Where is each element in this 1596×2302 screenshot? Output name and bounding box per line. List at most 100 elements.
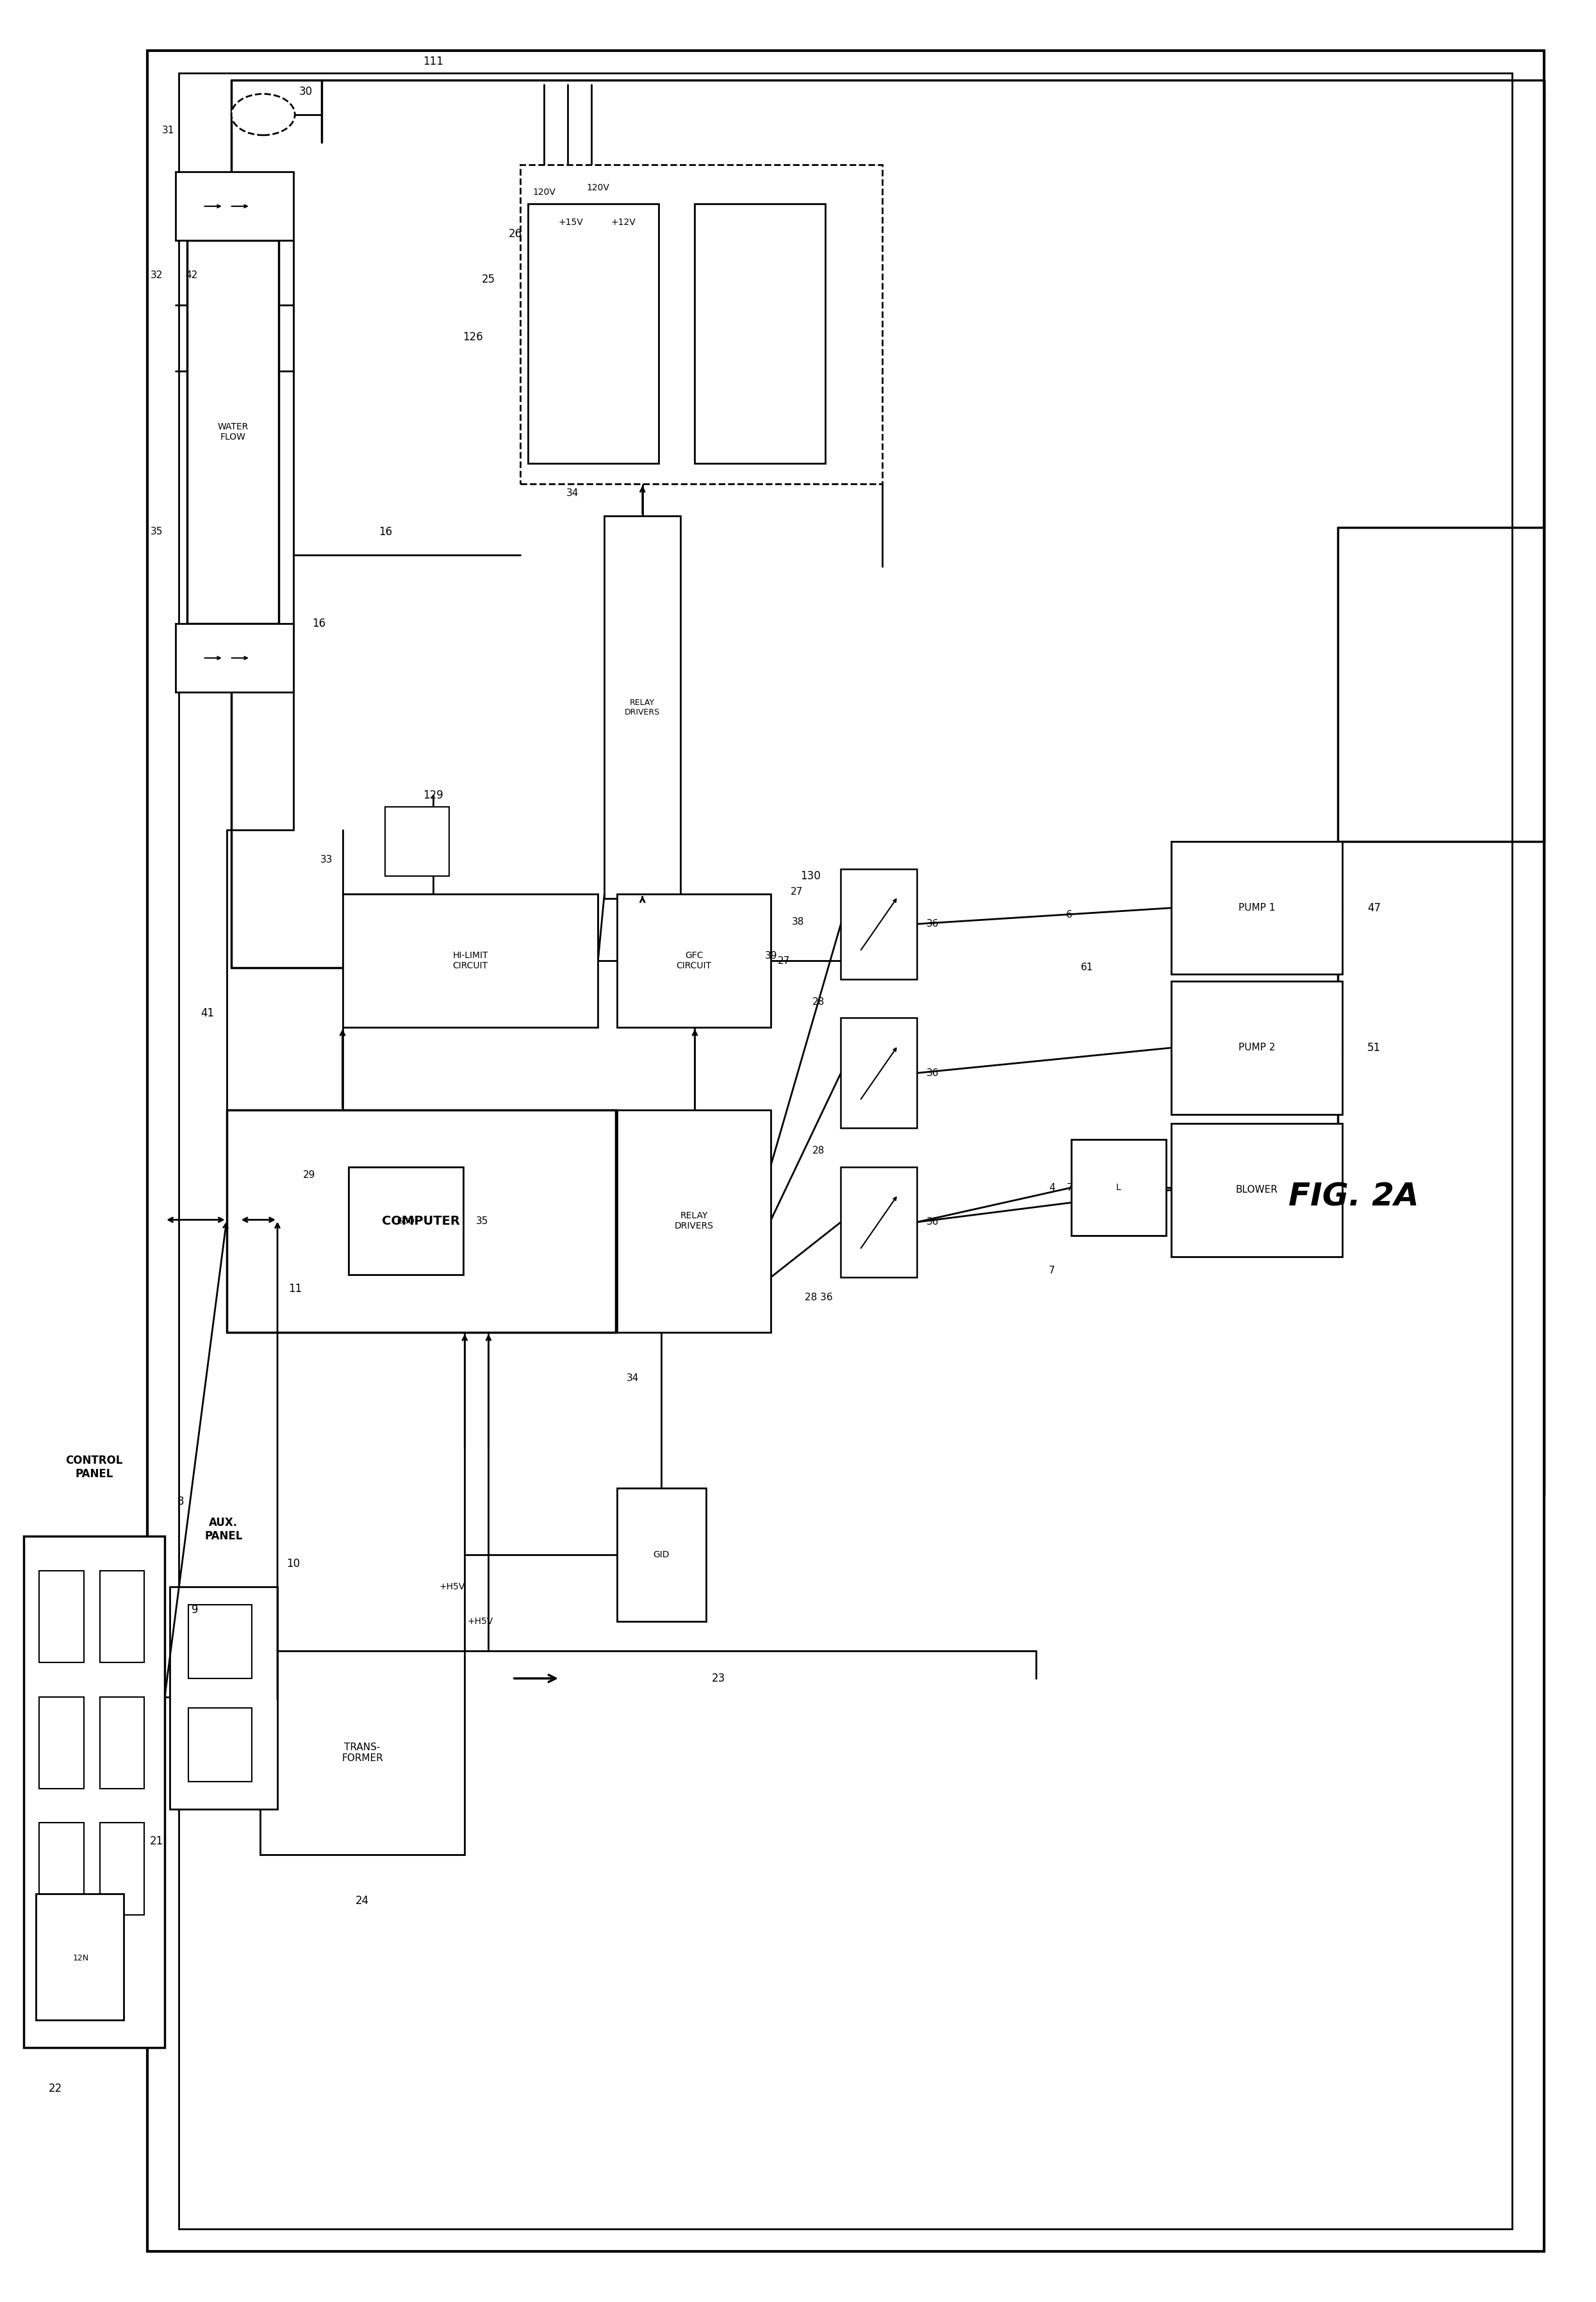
- Text: RELAY
DRIVERS: RELAY DRIVERS: [624, 698, 661, 716]
- Text: 25: 25: [482, 274, 495, 285]
- Text: 38: 38: [792, 916, 804, 925]
- Bar: [1171, 843, 1342, 974]
- Bar: [40, 1697, 85, 1789]
- Bar: [99, 1823, 144, 1915]
- Text: 16: 16: [311, 617, 326, 628]
- Text: 35: 35: [150, 527, 163, 536]
- Text: +H5V: +H5V: [439, 1581, 464, 1591]
- Text: 33: 33: [321, 854, 334, 866]
- Bar: [385, 808, 448, 875]
- Text: 31: 31: [161, 127, 174, 136]
- Text: AUX.
PANEL: AUX. PANEL: [204, 1517, 243, 1542]
- Bar: [99, 1697, 144, 1789]
- Bar: [520, 166, 883, 483]
- Bar: [618, 893, 771, 1027]
- Bar: [841, 1017, 918, 1128]
- Text: WATER
FLOW: WATER FLOW: [217, 424, 249, 442]
- Text: 34: 34: [627, 1374, 638, 1384]
- Text: 9: 9: [192, 1604, 198, 1616]
- Text: HI-LIMIT
CIRCUIT: HI-LIMIT CIRCUIT: [453, 951, 488, 971]
- Text: 28: 28: [812, 997, 825, 1006]
- Bar: [618, 1110, 771, 1333]
- Bar: [322, 92, 1543, 527]
- Text: 30: 30: [298, 85, 313, 97]
- Text: RELAY
DRIVERS: RELAY DRIVERS: [675, 1211, 713, 1232]
- Bar: [260, 1651, 464, 1855]
- Text: 7: 7: [1066, 1183, 1073, 1192]
- Bar: [188, 1604, 252, 1678]
- Text: 61: 61: [1080, 962, 1093, 971]
- Bar: [40, 1570, 85, 1662]
- Text: 6: 6: [1066, 909, 1073, 918]
- Text: CONTROL
PANEL: CONTROL PANEL: [65, 1455, 123, 1480]
- Text: 7: 7: [1049, 1266, 1055, 1275]
- Bar: [841, 1167, 918, 1278]
- Bar: [227, 1110, 616, 1333]
- Text: 26: 26: [509, 228, 522, 239]
- Text: +H5V: +H5V: [468, 1616, 493, 1625]
- Text: 129: 129: [423, 790, 444, 801]
- Bar: [694, 205, 825, 463]
- Ellipse shape: [231, 94, 295, 136]
- Text: FIG. 2A: FIG. 2A: [1288, 1181, 1419, 1213]
- Bar: [1171, 981, 1342, 1114]
- Text: 10: 10: [287, 1558, 300, 1570]
- Text: 120V: 120V: [587, 184, 610, 193]
- Bar: [99, 1570, 144, 1662]
- Text: 111: 111: [423, 55, 444, 67]
- Bar: [40, 1823, 85, 1915]
- Text: 35: 35: [476, 1215, 488, 1225]
- Text: PUMP 2: PUMP 2: [1238, 1043, 1275, 1052]
- Text: GCD: GCD: [397, 1218, 415, 1225]
- Bar: [1171, 1123, 1342, 1257]
- Text: 28: 28: [812, 1146, 825, 1156]
- Bar: [528, 205, 658, 463]
- Text: BLOWER: BLOWER: [1235, 1186, 1278, 1195]
- Text: 34: 34: [567, 488, 579, 497]
- Text: COMPUTER: COMPUTER: [381, 1215, 460, 1227]
- Bar: [176, 173, 294, 242]
- Text: 130: 130: [801, 870, 820, 882]
- Text: 36: 36: [927, 918, 938, 928]
- Text: 47: 47: [1368, 902, 1381, 914]
- Text: +15V: +15V: [559, 219, 584, 228]
- Bar: [188, 1708, 252, 1782]
- Bar: [179, 74, 1511, 2228]
- Text: 41: 41: [201, 1008, 214, 1020]
- Bar: [618, 1487, 705, 1621]
- Text: 29: 29: [303, 1169, 316, 1181]
- Text: 36: 36: [927, 1068, 938, 1077]
- Bar: [605, 516, 680, 898]
- Bar: [169, 1586, 278, 1809]
- Text: TRANS-
FORMER: TRANS- FORMER: [342, 1743, 383, 1763]
- Text: 22: 22: [48, 2083, 62, 2095]
- Text: 32: 32: [150, 269, 163, 281]
- Bar: [187, 242, 279, 624]
- Text: 39: 39: [764, 951, 777, 960]
- Bar: [350, 1167, 463, 1275]
- Text: 51: 51: [1368, 1043, 1381, 1054]
- Bar: [841, 868, 918, 978]
- Text: PUMP 1: PUMP 1: [1238, 902, 1275, 912]
- Text: 120V: 120V: [533, 189, 555, 198]
- Bar: [176, 624, 294, 693]
- Text: GFC
CIRCUIT: GFC CIRCUIT: [677, 951, 712, 971]
- Text: GID: GID: [653, 1549, 670, 1558]
- Text: 23: 23: [712, 1674, 726, 1685]
- Text: 11: 11: [289, 1282, 302, 1294]
- Text: 27: 27: [790, 886, 803, 898]
- Text: 4: 4: [1049, 1183, 1055, 1192]
- Text: 27: 27: [777, 955, 790, 965]
- Bar: [37, 1895, 123, 2021]
- Text: 12N: 12N: [72, 1954, 89, 1961]
- Bar: [147, 51, 1543, 2251]
- Text: L: L: [1116, 1183, 1120, 1192]
- Text: 42: 42: [185, 269, 198, 281]
- Text: 28 36: 28 36: [804, 1294, 833, 1303]
- Text: 21: 21: [150, 1835, 164, 1846]
- Bar: [24, 1535, 164, 2046]
- Text: 16: 16: [378, 527, 393, 539]
- Text: +12V: +12V: [611, 219, 635, 228]
- Text: 126: 126: [463, 331, 484, 343]
- Bar: [343, 893, 598, 1027]
